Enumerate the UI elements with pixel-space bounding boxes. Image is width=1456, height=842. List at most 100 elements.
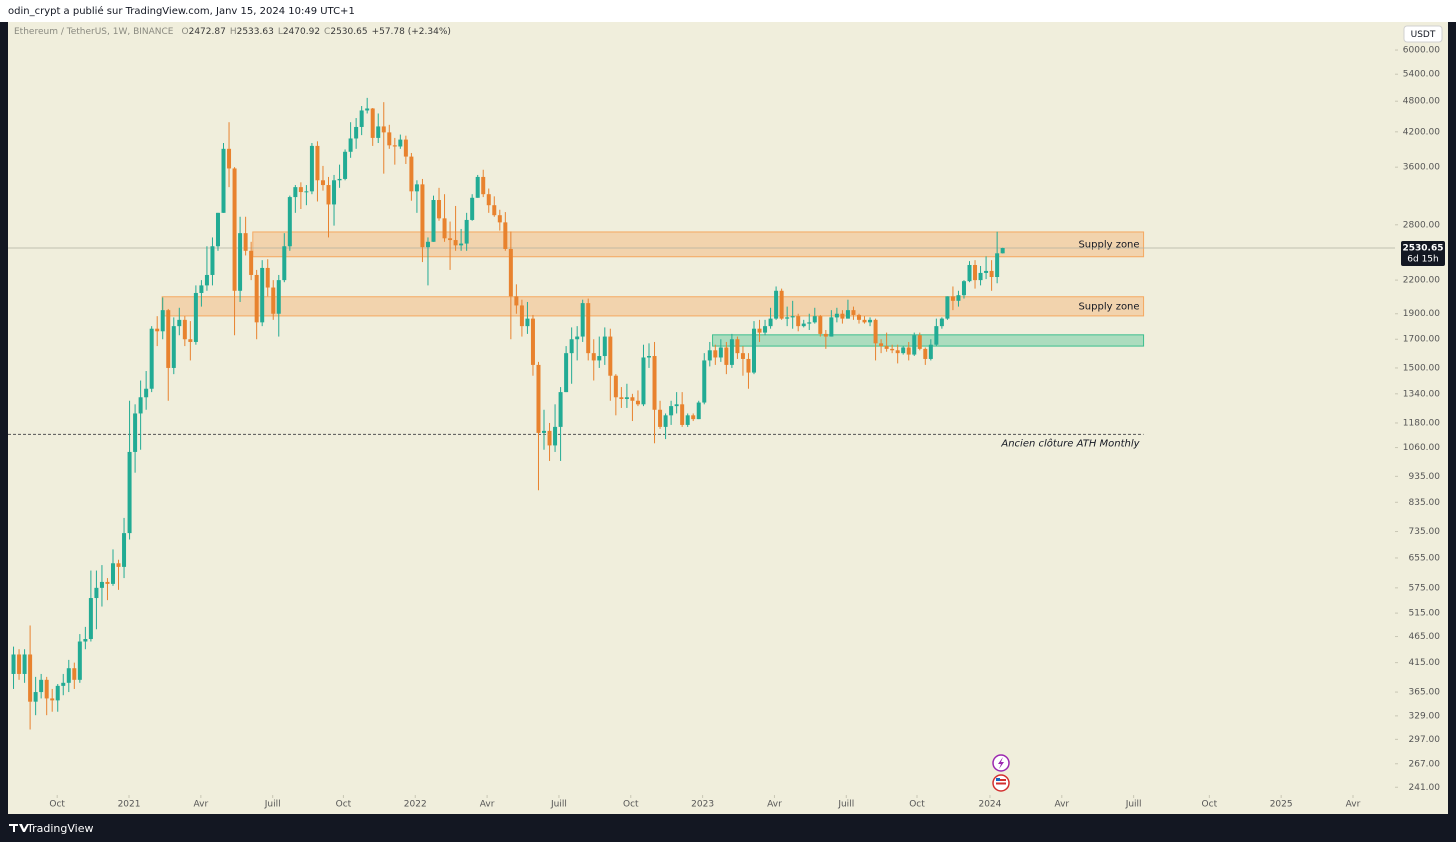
- candle-body: [912, 335, 917, 355]
- candle-body: [464, 219, 469, 244]
- candle-body: [221, 148, 226, 213]
- candle-body: [437, 199, 442, 219]
- candle-body: [425, 241, 430, 248]
- candle-body: [475, 176, 480, 198]
- candle-body: [580, 303, 585, 337]
- candle-body: [973, 264, 978, 281]
- candle-body: [729, 339, 734, 365]
- candle-body: [193, 292, 198, 342]
- candle-body: [569, 339, 574, 354]
- symbol: Ethereum / TetherUS, 1W, BINANCE: [14, 27, 174, 37]
- candle-body: [77, 641, 82, 680]
- brand-name: TradingView: [26, 822, 93, 835]
- candle-body: [536, 364, 541, 433]
- x-tick-label: Oct: [909, 800, 925, 810]
- candle-body: [44, 679, 49, 699]
- candle-body: [420, 184, 425, 248]
- candle-body: [801, 323, 806, 327]
- currency-button[interactable]: [1403, 25, 1443, 43]
- candle-body: [707, 350, 712, 361]
- candle-body: [232, 168, 237, 291]
- zone-label: Supply zone: [1078, 239, 1139, 250]
- x-tick-label: 2025: [1270, 800, 1293, 810]
- candle-body: [674, 404, 679, 407]
- candle-body: [696, 402, 701, 420]
- candle-body: [315, 145, 320, 181]
- x-tick-label: Avr: [767, 800, 782, 810]
- candle-body: [613, 375, 618, 398]
- candle-body: [812, 316, 817, 323]
- candle-body: [746, 358, 751, 373]
- y-tick-label: 2800.00: [1403, 220, 1440, 230]
- candle-body: [790, 316, 795, 318]
- candle-body: [868, 319, 873, 323]
- candle-body: [282, 246, 287, 281]
- candle-body: [829, 317, 834, 337]
- candle-body: [917, 335, 922, 349]
- x-tick-label: Oct: [623, 800, 639, 810]
- y-tick-label: 1700.00: [1403, 335, 1440, 345]
- legend: Ethereum / TetherUS, 1W, BINANCE O2472.87…: [14, 27, 455, 37]
- candle-body: [608, 336, 613, 376]
- candle-body: [928, 344, 933, 359]
- brand-logo: [9, 824, 29, 832]
- candle-body: [133, 413, 138, 452]
- candle-body: [785, 317, 790, 319]
- header-bar: [0, 0, 1456, 22]
- flag-canton: [996, 778, 1000, 781]
- candle-body: [160, 310, 165, 332]
- candle-body: [83, 639, 88, 642]
- x-tick-label: Juill: [1125, 800, 1142, 810]
- candle-body: [602, 336, 607, 357]
- candle-body: [122, 533, 127, 567]
- y-tick-label: 935.00: [1409, 472, 1441, 482]
- ohlc-prefix: L: [277, 27, 283, 37]
- candle-body: [591, 353, 596, 361]
- candle-body: [459, 243, 464, 246]
- zone: [712, 334, 1145, 347]
- candle-body: [525, 318, 530, 327]
- candle-body: [796, 316, 801, 327]
- candle-body: [514, 296, 519, 306]
- candle-body: [392, 145, 397, 147]
- candle-body: [652, 356, 657, 410]
- candle-body: [210, 246, 215, 275]
- candle-body: [834, 313, 839, 318]
- candle-body: [72, 668, 77, 680]
- candle-body: [343, 151, 348, 179]
- candle-body: [724, 347, 729, 365]
- y-tick-label: 655.00: [1409, 553, 1441, 563]
- zone: [252, 231, 1145, 258]
- candle-body: [287, 197, 292, 247]
- candle-body: [818, 316, 823, 334]
- x-tick-label: Oct: [1202, 800, 1218, 810]
- candle-body: [370, 108, 375, 138]
- candle-body: [735, 339, 740, 354]
- candle-body: [332, 180, 337, 205]
- flag-stripe: [996, 782, 1006, 785]
- candle-body: [547, 430, 552, 446]
- ohlc-value: 2530.65: [330, 27, 368, 37]
- candle-body: [751, 328, 756, 373]
- zone-label: Supply zone: [1078, 301, 1139, 312]
- y-tick-label: 835.00: [1409, 498, 1441, 508]
- y-tick-label: 1900.00: [1403, 309, 1440, 319]
- candle-body: [276, 280, 281, 314]
- y-tick-label: 1060.00: [1403, 443, 1440, 453]
- candle-body: [508, 248, 513, 297]
- candle-body: [718, 347, 723, 358]
- candle-body: [66, 668, 71, 683]
- candle-body: [978, 272, 983, 281]
- candle-body: [50, 698, 55, 701]
- candle-body: [619, 397, 624, 400]
- candle-body: [967, 264, 972, 282]
- candle-body: [359, 110, 364, 127]
- candle-body: [519, 305, 524, 327]
- y-tick-label: 241.00: [1409, 783, 1441, 793]
- candle-body: [177, 319, 182, 327]
- candle-body: [17, 654, 22, 674]
- candle-body: [934, 326, 939, 345]
- candle-body: [227, 148, 232, 169]
- candle-body: [530, 318, 535, 365]
